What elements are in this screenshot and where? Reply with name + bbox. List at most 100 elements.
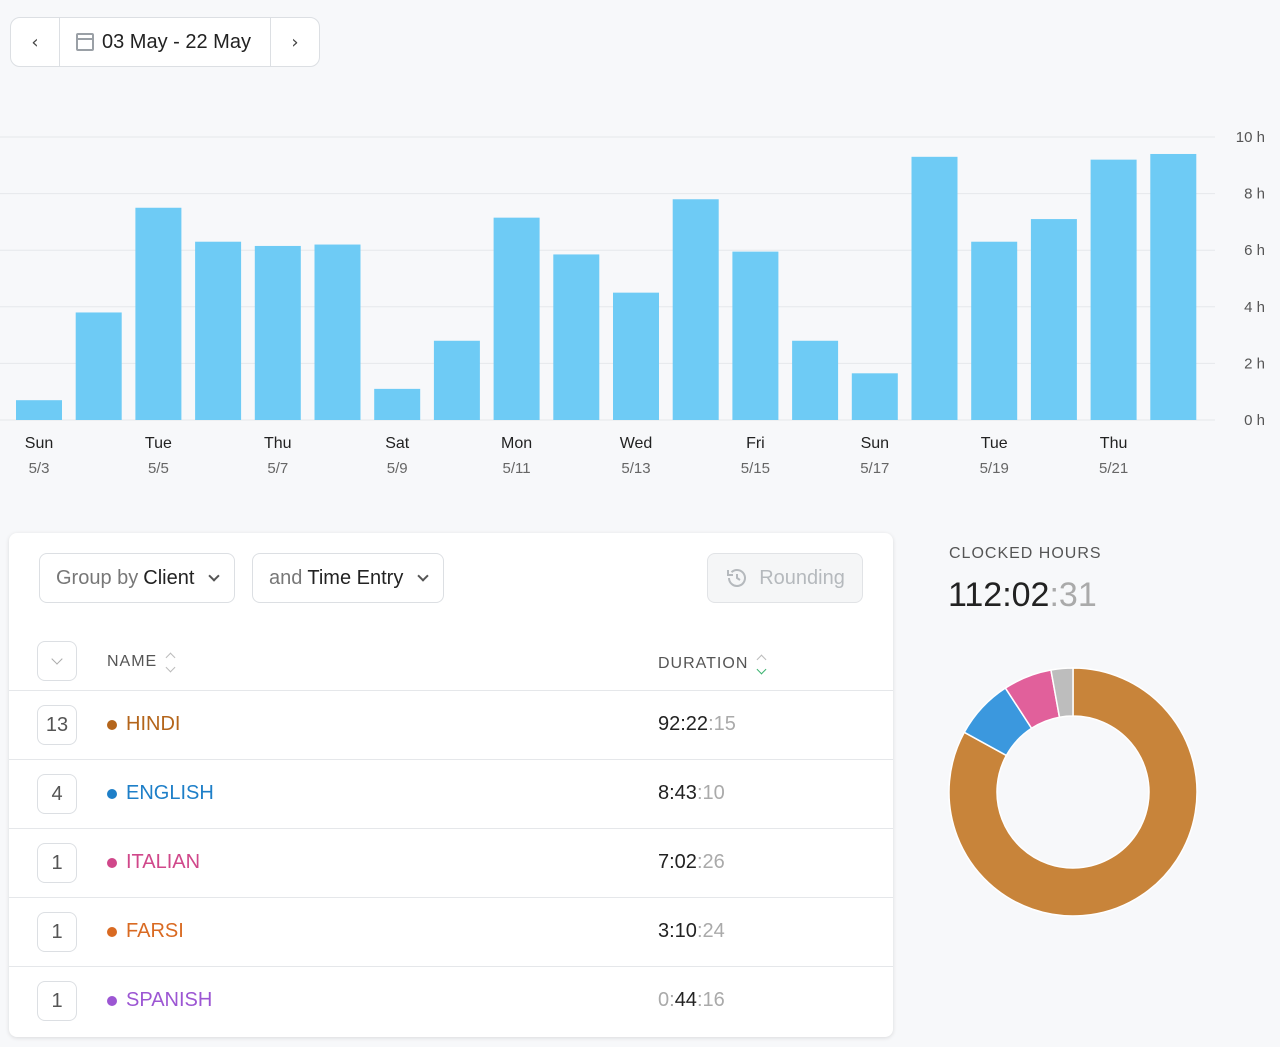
duration-column-header[interactable]: DURATION [658, 654, 767, 674]
entry-count-badge[interactable]: 1 [37, 912, 77, 952]
report-table-card: Group by Client and Time Entry Rounding … [9, 533, 893, 1037]
client-label: ITALIAN [126, 851, 201, 873]
group-value: Client [143, 566, 195, 589]
calendar-icon [76, 33, 94, 51]
duration-header-label: DURATION [658, 655, 749, 672]
bar [1030, 219, 1077, 420]
color-dot [107, 788, 117, 799]
bar [314, 244, 361, 420]
rounding-button[interactable]: Rounding [707, 553, 863, 603]
y-tick-label: 2 h [1244, 355, 1265, 372]
duration-value: 0:44:16 [658, 989, 725, 1011]
entry-count-badge[interactable]: 4 [37, 774, 77, 814]
x-tick-day: Mon [501, 435, 532, 452]
table-row[interactable]: 4 ENGLISH 8:43:10 [9, 760, 893, 829]
bar [971, 241, 1018, 420]
x-tick-date: 5/13 [621, 460, 650, 477]
duration-value: 8:43:10 [658, 782, 725, 804]
chevron-right-icon[interactable]: › [291, 31, 299, 53]
x-tick-day: Sat [385, 435, 410, 452]
bar [75, 312, 122, 420]
history-icon [727, 569, 747, 587]
bar [672, 199, 719, 420]
date-range-label: 03 May - 22 May [102, 30, 251, 53]
y-tick-label: 4 h [1244, 299, 1265, 316]
date-range-button[interactable]: 03 May - 22 May [59, 18, 271, 66]
then-prefix: and [269, 566, 303, 589]
client-label: ENGLISH [126, 782, 214, 804]
x-tick-day: Tue [145, 435, 172, 452]
table-row[interactable]: 1 FARSI 3:10:24 [9, 898, 893, 967]
table-row[interactable]: 1 ITALIAN 7:02:26 [9, 829, 893, 898]
x-tick-date: 5/9 [387, 460, 408, 477]
bar [195, 241, 242, 420]
client-label: FARSI [126, 920, 184, 942]
sort-icon [165, 652, 176, 672]
x-tick-date: 5/19 [980, 460, 1009, 477]
bar [16, 400, 62, 420]
clocked-hours-label: CLOCKED HOURS [949, 545, 1102, 562]
then-by-time-entry-dropdown[interactable]: and Time Entry [252, 553, 445, 603]
x-tick-day: Fri [746, 435, 765, 452]
color-dot [107, 719, 117, 730]
table-row[interactable]: 1 SPANISH 0:44:16 [9, 967, 893, 1036]
name-header-label: NAME [107, 653, 158, 670]
bar [433, 340, 480, 420]
x-tick-date: 5/15 [741, 460, 770, 477]
donut-slice [948, 667, 1198, 917]
color-dot [107, 857, 117, 868]
group-by-client-dropdown[interactable]: Group by Client [39, 553, 236, 603]
group-prefix: Group by [56, 566, 139, 589]
date-range-navigator: ‹ 03 May - 22 May › [10, 17, 320, 67]
x-tick-day: Thu [264, 435, 292, 452]
duration-value: 3:10:24 [658, 920, 725, 942]
rounding-label: Rounding [759, 566, 845, 589]
bar [1090, 159, 1137, 420]
client-name: HINDI [107, 713, 180, 736]
x-tick-day: Tue [981, 435, 1008, 452]
bar [1150, 153, 1197, 421]
entry-count-badge[interactable]: 1 [37, 981, 77, 1021]
chevron-left-icon[interactable]: ‹ [31, 31, 39, 53]
clients-donut-chart [948, 667, 1198, 917]
x-tick-date: 5/7 [267, 460, 288, 477]
x-tick-date: 5/3 [29, 460, 50, 477]
table-row[interactable]: 13 HINDI 92:22:15 [9, 691, 893, 760]
x-tick-date: 5/5 [148, 460, 169, 477]
x-tick-day: Sun [861, 435, 889, 452]
client-name: SPANISH [107, 989, 212, 1012]
bar [613, 292, 659, 420]
duration-value: 7:02:26 [658, 851, 725, 873]
name-column-header[interactable]: NAME [107, 652, 176, 672]
x-tick-date: 5/11 [503, 460, 531, 477]
chevron-down-icon [208, 569, 221, 582]
entry-count-badge[interactable]: 1 [37, 843, 77, 883]
chevron-down-icon [417, 569, 429, 582]
x-tick-date: 5/21 [1099, 460, 1128, 477]
color-dot [107, 995, 117, 1006]
client-name: ENGLISH [107, 782, 214, 805]
bar [254, 245, 301, 420]
daily-hours-bar-chart: 0 h 2 h 4 h 6 h 8 h 10 h Sun 5/3 Tue 5/5 Thu 5/7 Sat… [0, 129, 1265, 477]
x-tick-day: Wed [620, 435, 653, 452]
chevron-down-icon [51, 653, 63, 665]
color-dot [107, 926, 117, 937]
bar [493, 217, 540, 420]
client-label: HINDI [126, 713, 181, 735]
x-tick-day: Sun [25, 435, 53, 452]
y-tick-label: 8 h [1244, 186, 1265, 203]
clocked-hours-value: 112:02:31 [948, 576, 1097, 614]
expand-all-toggle[interactable] [37, 641, 77, 681]
y-tick-label: 6 h [1244, 242, 1265, 259]
bar [851, 373, 898, 420]
then-value: Time Entry [307, 566, 404, 589]
sort-desc-icon [756, 654, 767, 674]
x-tick-date: 5/17 [860, 460, 889, 477]
bar [911, 156, 958, 420]
bar [792, 340, 839, 420]
bar [553, 254, 600, 420]
bar [135, 207, 182, 420]
client-name: FARSI [107, 920, 184, 943]
donut-slice [1050, 667, 1074, 719]
entry-count-badge[interactable]: 13 [37, 705, 77, 745]
